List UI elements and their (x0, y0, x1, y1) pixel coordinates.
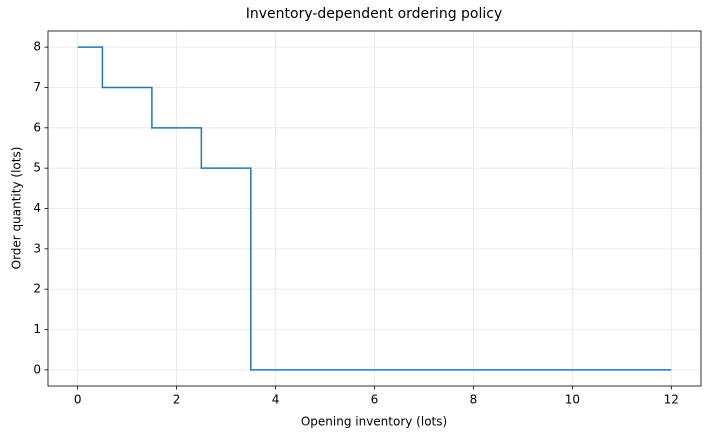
y-tick-label: 2 (33, 282, 41, 296)
x-tick-label: 4 (272, 393, 280, 407)
step-line (77, 46, 672, 371)
y-tick-label: 3 (33, 241, 41, 255)
axes-frame (47, 30, 702, 387)
chart-title: Inventory-dependent ordering policy (246, 6, 503, 22)
y-tick-label: 4 (33, 201, 41, 215)
x-tick-label: 10 (565, 393, 580, 407)
x-tick-label: 12 (664, 393, 679, 407)
y-tick-label: 1 (33, 322, 41, 336)
y-axis-label: Order quantity (lots) (10, 147, 24, 270)
y-tick-label: 8 (33, 40, 41, 54)
x-tick-label: 6 (371, 393, 379, 407)
x-tick-label: 0 (74, 393, 82, 407)
x-tick-label: 8 (470, 393, 478, 407)
y-tick-label: 7 (33, 80, 41, 94)
y-tick-label: 5 (33, 161, 41, 175)
y-tick-label: 0 (33, 362, 41, 376)
x-axis-label: Opening inventory (lots) (301, 415, 447, 429)
y-tick-label: 6 (33, 120, 41, 134)
x-tick-label: 2 (173, 393, 181, 407)
